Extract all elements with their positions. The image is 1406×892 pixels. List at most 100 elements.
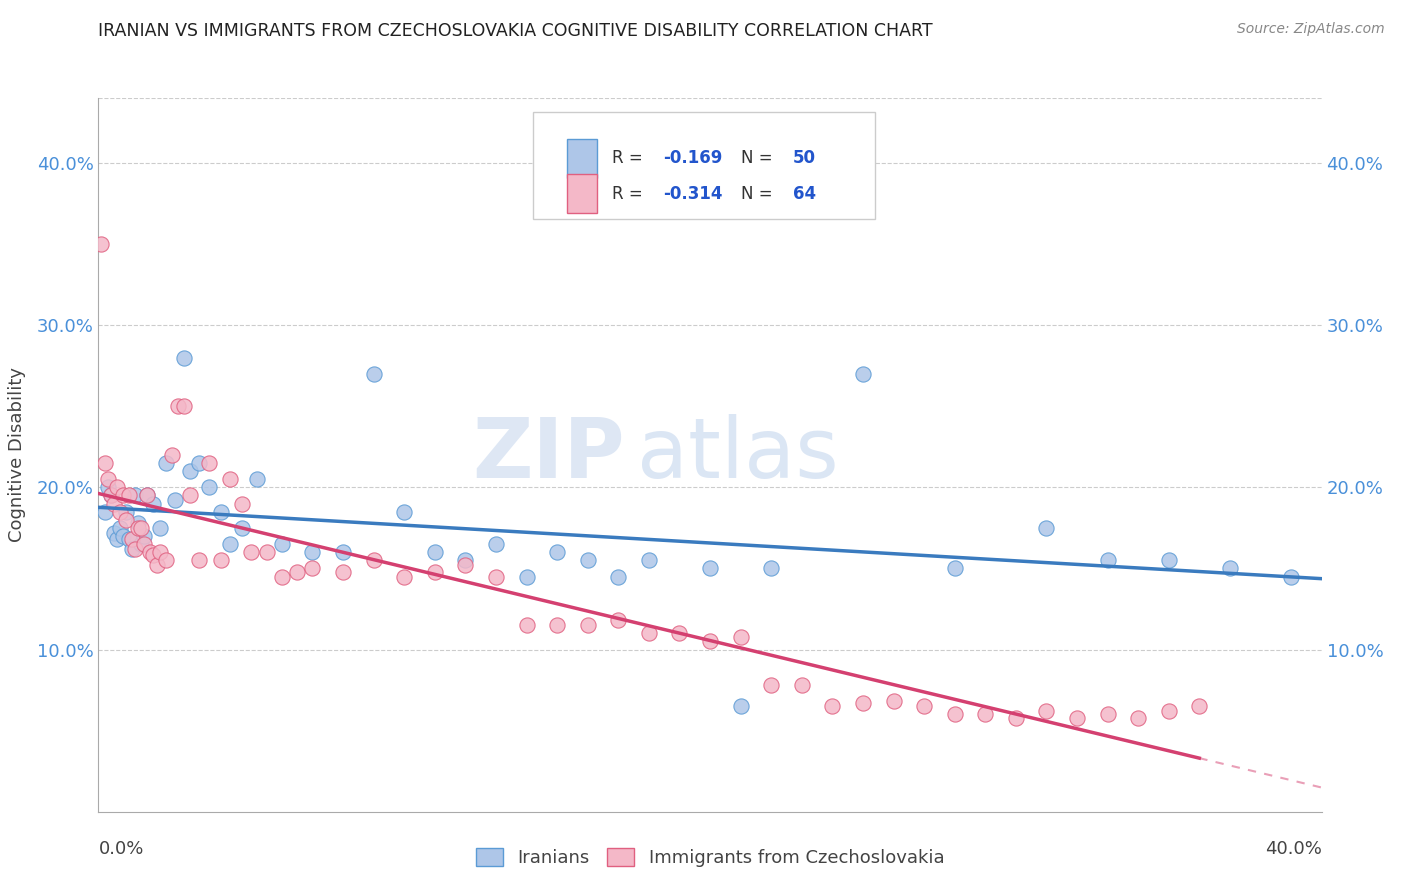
Point (173, 399, 195, 413)
Bar (567, 174, 598, 213)
Point (188, 553, 211, 567)
Point (219, 537, 242, 551)
Bar (567, 139, 598, 178)
Point (173, 351, 195, 365)
Point (93, 456, 115, 470)
Point (516, 618, 538, 632)
Point (115, 505, 138, 519)
Point (1097, 553, 1119, 567)
Point (730, 699, 752, 714)
Point (118, 533, 141, 547)
Point (454, 558, 477, 573)
Point (134, 537, 156, 551)
Point (852, 367, 875, 381)
Point (285, 565, 308, 579)
Text: N =: N = (741, 150, 778, 168)
Point (124, 488, 146, 502)
Point (145, 558, 167, 573)
Point (790, 678, 813, 692)
Text: IRANIAN VS IMMIGRANTS FROM CZECHOSLOVAKIA COGNITIVE DISABILITY CORRELATION CHART: IRANIAN VS IMMIGRANTS FROM CZECHOSLOVAKI… (98, 22, 934, 40)
Point (100, 488, 122, 502)
Point (127, 521, 149, 535)
Point (1157, 704, 1180, 718)
Point (607, 569, 630, 583)
FancyBboxPatch shape (533, 112, 875, 219)
Text: N =: N = (741, 185, 778, 202)
Point (912, 699, 935, 714)
Point (179, 488, 201, 502)
Point (607, 613, 630, 627)
Point (121, 541, 143, 556)
Point (231, 521, 253, 535)
Point (209, 553, 232, 567)
Point (142, 549, 165, 563)
Point (1004, 711, 1026, 725)
Point (637, 626, 661, 640)
Point (392, 569, 416, 583)
Point (668, 626, 690, 640)
Point (160, 448, 183, 462)
Point (363, 367, 385, 381)
Point (943, 707, 966, 722)
Point (118, 488, 141, 502)
Point (197, 456, 219, 470)
Point (637, 553, 661, 567)
Point (93, 505, 115, 519)
Point (759, 561, 782, 575)
Text: ZIP: ZIP (472, 415, 624, 495)
Point (270, 569, 292, 583)
Point (111, 488, 134, 502)
Point (301, 545, 323, 559)
Point (943, 561, 966, 575)
Point (136, 488, 159, 502)
Point (301, 561, 323, 575)
Point (188, 456, 211, 470)
Point (1066, 711, 1088, 725)
Text: Source: ZipAtlas.com: Source: ZipAtlas.com (1237, 22, 1385, 37)
Point (332, 565, 354, 579)
Point (167, 399, 190, 413)
Point (1157, 553, 1180, 567)
Text: 64: 64 (793, 185, 817, 202)
Point (1219, 561, 1241, 575)
Point (1097, 707, 1119, 722)
Point (423, 565, 446, 579)
Point (103, 497, 125, 511)
Point (149, 545, 172, 559)
Point (149, 521, 172, 535)
Point (821, 699, 844, 714)
Text: -0.169: -0.169 (664, 150, 723, 168)
Point (546, 545, 568, 559)
Text: 0.0%: 0.0% (98, 840, 143, 858)
Point (270, 537, 292, 551)
Point (155, 553, 177, 567)
Point (100, 488, 122, 502)
Point (546, 618, 568, 632)
Point (392, 505, 416, 519)
Point (90, 237, 112, 252)
Point (1035, 521, 1057, 535)
Point (1128, 711, 1150, 725)
Point (852, 696, 875, 710)
Point (209, 505, 232, 519)
Point (516, 569, 538, 583)
Point (139, 545, 162, 559)
Point (129, 537, 152, 551)
Point (576, 618, 599, 632)
Point (124, 541, 146, 556)
Point (883, 694, 905, 708)
Point (423, 545, 446, 559)
Point (127, 516, 149, 530)
Point (121, 533, 143, 547)
Point (332, 545, 354, 559)
Y-axis label: Cognitive Disability: Cognitive Disability (7, 368, 25, 542)
Point (576, 553, 599, 567)
Point (103, 525, 125, 540)
Text: 50: 50 (793, 150, 817, 168)
Point (105, 533, 128, 547)
Point (163, 493, 186, 508)
Point (129, 521, 152, 535)
Point (231, 497, 253, 511)
Point (97, 472, 120, 486)
Text: R =: R = (612, 185, 648, 202)
